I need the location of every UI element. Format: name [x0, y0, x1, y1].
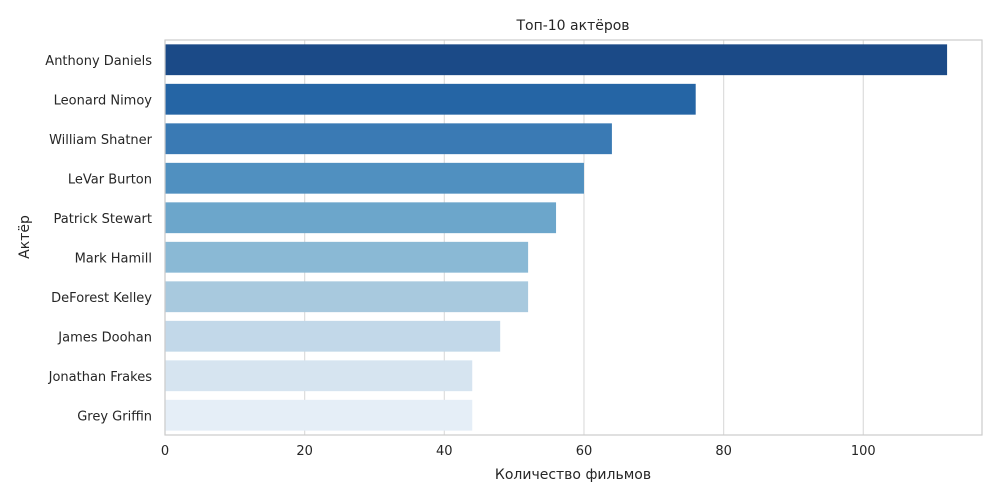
bar [165, 399, 473, 431]
bar [165, 83, 696, 115]
x-tick-label: 40 [436, 444, 453, 459]
y-axis-label: Актёр [17, 215, 33, 259]
x-tick-label: 20 [296, 444, 313, 459]
y-tick-label: James Doohan [57, 330, 152, 345]
bar [165, 320, 501, 352]
x-tick-label: 80 [715, 444, 732, 459]
y-tick-labels: Anthony Daniels Leonard Nimoy William Shat… [45, 54, 152, 425]
x-axis-label: Количество фильмов [495, 467, 651, 483]
bar [165, 202, 557, 234]
bar [165, 123, 612, 155]
x-tick-label: 60 [576, 444, 593, 459]
y-tick-label: Anthony Daniels [45, 54, 152, 69]
x-tick-label: 100 [851, 444, 876, 459]
bar [165, 360, 473, 392]
y-tick-label: Mark Hamill [75, 251, 152, 266]
bars [165, 44, 948, 431]
bar [165, 281, 529, 313]
y-tick-label: Jonathan Frakes [48, 370, 153, 385]
y-tick-label: Grey Griffin [77, 409, 152, 424]
y-tick-label: William Shatner [49, 133, 153, 148]
y-tick-label: Patrick Stewart [54, 212, 152, 227]
y-tick-label: DeForest Kelley [51, 291, 152, 306]
plot-frame [164, 39, 983, 436]
y-tick-label: LeVar Burton [68, 172, 152, 187]
chart-title: Топ-10 актёров [515, 18, 629, 34]
bar [165, 241, 529, 273]
y-tick-label: Leonard Nimoy [54, 93, 153, 108]
bar [165, 44, 948, 76]
x-tick-label: 0 [161, 444, 169, 459]
x-tick-labels: 0 20 40 60 80 100 [161, 444, 876, 459]
bar [165, 162, 584, 194]
